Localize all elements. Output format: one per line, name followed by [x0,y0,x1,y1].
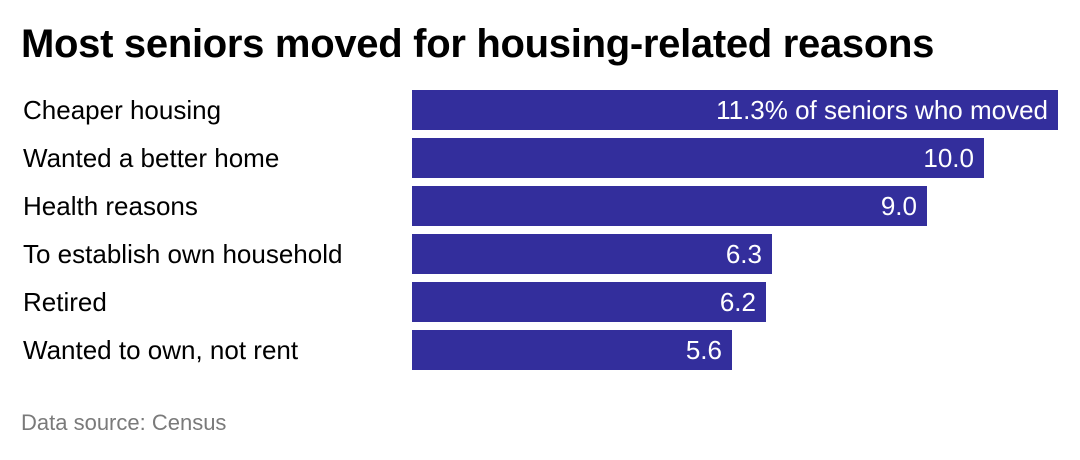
bar: 6.2 [412,282,766,322]
bar-value-label: 6.2 [719,287,756,317]
data-source-note: Data source: Census [21,410,227,435]
bar-value-label: 5.6 [685,335,722,365]
bar-value-label: 9.0 [880,191,917,221]
bar: 5.6 [412,330,732,370]
category-label: Retired [23,287,107,317]
bar-value-label: 6.3 [725,239,762,269]
category-label: Health reasons [23,191,198,221]
bar: 9.0 [412,186,927,226]
chart-title: Most seniors moved for housing-related r… [21,22,935,66]
category-label: Wanted a better home [23,143,280,173]
bar-row: Wanted a better home 10.0 [0,138,1080,178]
category-label: Cheaper housing [23,95,222,125]
bar: 10.0 [412,138,984,178]
bar-row: Wanted to own, not rent 5.6 [0,330,1080,370]
bar-value-label: 11.3% of seniors who moved [716,95,1048,125]
category-label: To establish own household [23,239,343,269]
bar-value-label: 10.0 [923,143,974,173]
bar-row: To establish own household 6.3 [0,234,1080,274]
bar: 11.3% of seniors who moved [412,90,1058,130]
category-label: Wanted to own, not rent [23,335,299,365]
bar-row: Cheaper housing 11.3% of seniors who move… [0,90,1080,130]
bar-row: Health reasons 9.0 [0,186,1080,226]
bar: 6.3 [412,234,772,274]
bar-row: Retired 6.2 [0,282,1080,322]
